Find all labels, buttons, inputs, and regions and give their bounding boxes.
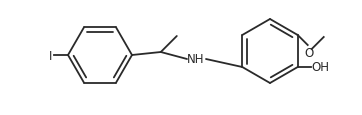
- Text: I: I: [49, 49, 52, 62]
- Text: OH: OH: [312, 61, 330, 74]
- Text: O: O: [304, 47, 313, 59]
- Text: NH: NH: [187, 53, 205, 66]
